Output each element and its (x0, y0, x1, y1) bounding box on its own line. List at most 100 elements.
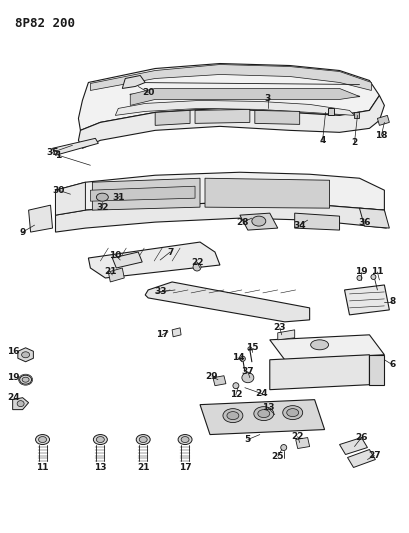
Text: 4: 4 (319, 136, 326, 145)
Text: 22: 22 (292, 432, 304, 441)
Polygon shape (296, 438, 310, 449)
Polygon shape (56, 182, 85, 215)
Polygon shape (240, 213, 278, 230)
Ellipse shape (357, 276, 362, 280)
Text: 37: 37 (242, 367, 254, 376)
Polygon shape (270, 335, 384, 360)
Polygon shape (52, 139, 98, 155)
Polygon shape (355, 112, 360, 118)
Ellipse shape (178, 434, 192, 445)
Ellipse shape (22, 352, 29, 358)
Polygon shape (195, 109, 250, 123)
Polygon shape (213, 376, 226, 386)
Text: 6: 6 (389, 360, 396, 369)
Text: 11: 11 (36, 463, 49, 472)
Text: 19: 19 (355, 268, 368, 277)
Polygon shape (328, 108, 334, 116)
Polygon shape (378, 116, 389, 125)
Text: 10: 10 (109, 251, 121, 260)
Text: 1: 1 (55, 151, 62, 160)
Polygon shape (205, 178, 330, 208)
Polygon shape (56, 202, 387, 232)
Text: 29: 29 (206, 372, 218, 381)
Polygon shape (90, 186, 195, 201)
Polygon shape (108, 268, 124, 282)
Ellipse shape (283, 406, 303, 419)
Ellipse shape (22, 377, 29, 382)
Polygon shape (56, 172, 384, 215)
Ellipse shape (258, 410, 270, 417)
Ellipse shape (93, 434, 107, 445)
Text: 16: 16 (7, 348, 20, 356)
Text: 21: 21 (137, 463, 149, 472)
Ellipse shape (248, 347, 252, 351)
Polygon shape (90, 64, 371, 91)
Polygon shape (79, 63, 380, 131)
Text: 28: 28 (237, 217, 249, 227)
Polygon shape (115, 100, 355, 116)
Polygon shape (295, 213, 339, 230)
Text: 36: 36 (358, 217, 371, 227)
Polygon shape (29, 205, 52, 232)
Text: 8P82 200: 8P82 200 (15, 17, 75, 30)
Text: 31: 31 (112, 193, 125, 201)
Text: 17: 17 (179, 463, 191, 472)
Polygon shape (92, 178, 200, 210)
Ellipse shape (242, 373, 254, 383)
Text: 8: 8 (389, 297, 396, 306)
Text: 32: 32 (96, 203, 109, 212)
Text: 5: 5 (245, 435, 251, 444)
Text: 30: 30 (52, 185, 65, 195)
Ellipse shape (371, 274, 376, 279)
Ellipse shape (97, 437, 104, 442)
Polygon shape (88, 242, 220, 278)
Text: 21: 21 (104, 268, 117, 277)
Polygon shape (122, 76, 145, 88)
Text: 13: 13 (261, 403, 274, 412)
Polygon shape (130, 88, 360, 106)
Ellipse shape (223, 409, 243, 423)
Text: 35: 35 (46, 148, 59, 157)
Ellipse shape (97, 193, 108, 201)
Polygon shape (270, 355, 369, 390)
Text: 2: 2 (351, 138, 357, 147)
Ellipse shape (36, 434, 49, 445)
Ellipse shape (38, 437, 47, 442)
Polygon shape (360, 208, 389, 228)
Ellipse shape (252, 216, 266, 226)
Text: 12: 12 (229, 390, 242, 399)
Polygon shape (369, 355, 384, 385)
Polygon shape (145, 282, 310, 322)
Text: 7: 7 (167, 247, 173, 256)
Polygon shape (348, 449, 375, 467)
Ellipse shape (17, 401, 24, 407)
Text: 17: 17 (156, 330, 169, 340)
Polygon shape (255, 110, 300, 124)
Ellipse shape (287, 409, 299, 417)
Ellipse shape (139, 437, 147, 442)
Text: 26: 26 (355, 433, 368, 442)
Text: 11: 11 (371, 268, 384, 277)
Ellipse shape (254, 407, 274, 421)
Text: 19: 19 (7, 373, 20, 382)
Text: 22: 22 (191, 257, 203, 266)
Polygon shape (79, 95, 384, 148)
Text: 14: 14 (231, 353, 244, 362)
Ellipse shape (233, 383, 239, 389)
Ellipse shape (240, 356, 245, 361)
Ellipse shape (136, 434, 150, 445)
Text: 24: 24 (256, 389, 268, 398)
Polygon shape (339, 438, 367, 455)
Text: 33: 33 (154, 287, 166, 296)
Polygon shape (278, 330, 295, 340)
Text: 34: 34 (293, 221, 306, 230)
Text: 3: 3 (265, 94, 271, 103)
Text: 27: 27 (368, 451, 381, 460)
Text: 15: 15 (245, 343, 258, 352)
Ellipse shape (193, 263, 201, 271)
Text: 18: 18 (375, 131, 388, 140)
Polygon shape (18, 348, 34, 362)
Text: 13: 13 (94, 463, 107, 472)
Text: 25: 25 (272, 452, 284, 461)
Text: 20: 20 (142, 88, 154, 97)
